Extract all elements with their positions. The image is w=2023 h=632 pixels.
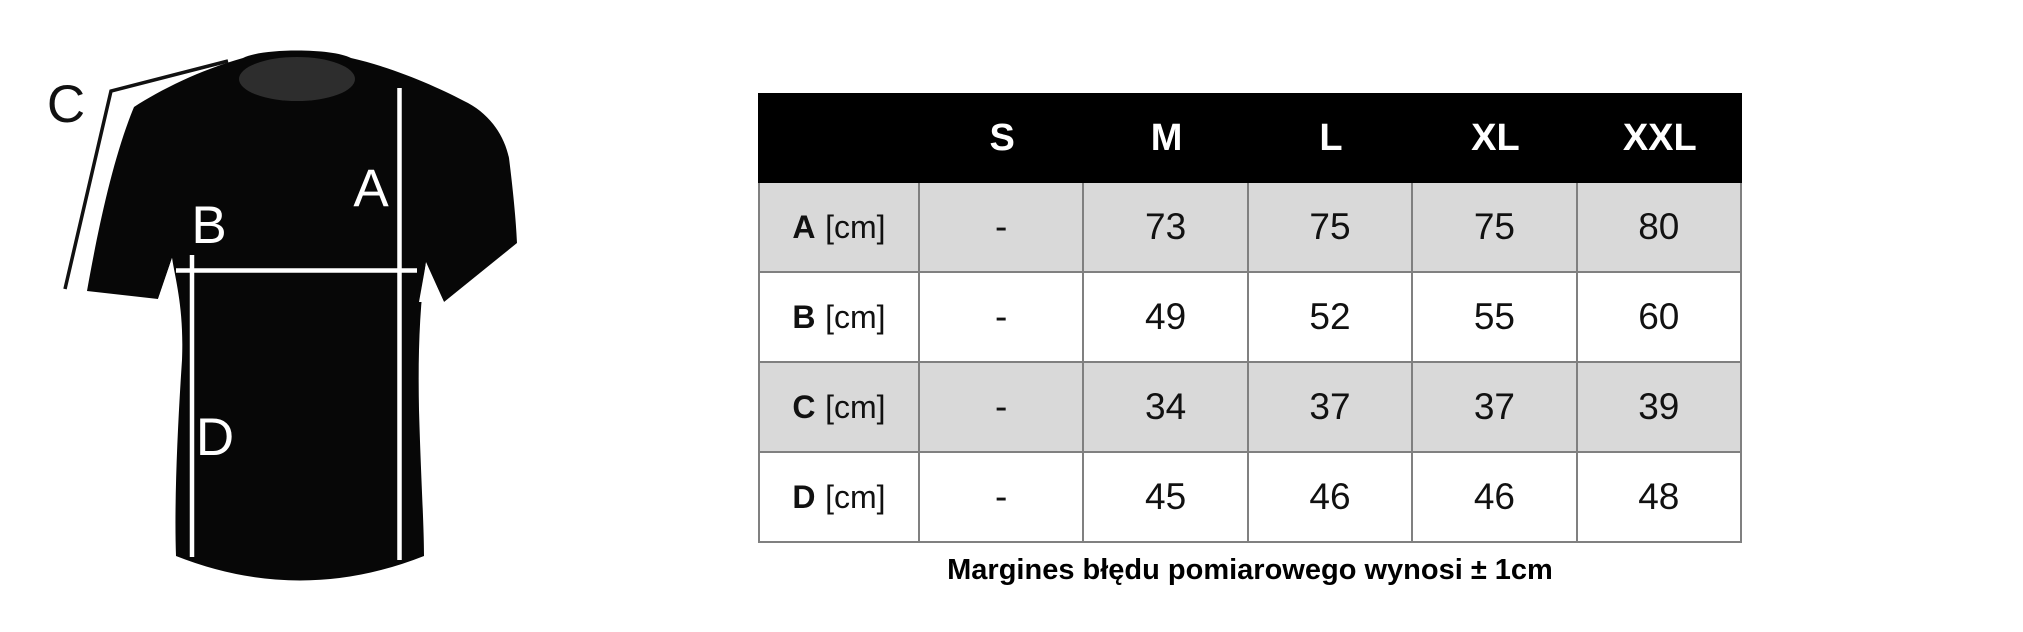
size-header-l: L: [1248, 93, 1414, 183]
cell-a-m: 73: [1084, 183, 1249, 273]
size-header-xl: XL: [1413, 93, 1578, 183]
row-label-b: B [cm]: [758, 273, 920, 363]
measure-letter-d: D: [792, 478, 816, 515]
row-label-c: C [cm]: [758, 363, 920, 453]
cell-b-s: -: [920, 273, 1085, 363]
right-armpit-gap: [419, 263, 444, 302]
collar: [239, 57, 355, 101]
size-header-m: M: [1084, 93, 1249, 183]
cell-d-s: -: [920, 453, 1085, 543]
unit-label: [cm]: [825, 298, 886, 335]
cell-d-m: 45: [1084, 453, 1249, 543]
cell-d-l: 46: [1248, 453, 1414, 543]
cell-b-l: 52: [1248, 273, 1414, 363]
size-table: S M L XL XXL A [cm] - 73 75 75 80 B [cm]…: [758, 93, 1742, 543]
cell-a-xxl: 80: [1577, 183, 1742, 273]
cell-b-xxl: 60: [1577, 273, 1742, 363]
unit-label: [cm]: [825, 388, 886, 425]
cell-c-l: 37: [1248, 363, 1414, 453]
cell-a-xl: 75: [1413, 183, 1578, 273]
measure-letter-a: A: [792, 208, 816, 245]
cell-a-s: -: [920, 183, 1085, 273]
unit-label: [cm]: [825, 478, 886, 515]
measure-letter-b: B: [792, 298, 816, 335]
measure-letter-c: C: [792, 388, 816, 425]
size-header-s: S: [920, 93, 1085, 183]
unit-label: [cm]: [825, 208, 886, 245]
left-armpit-gap: [158, 258, 177, 309]
measurement-error-caption: Margines błędu pomiarowego wynosi ± 1cm: [947, 554, 1553, 586]
measurement-bracket-c: [63, 59, 229, 290]
cell-d-xxl: 48: [1577, 453, 1742, 543]
tshirt-silhouette: [87, 50, 517, 581]
cell-c-s: -: [920, 363, 1085, 453]
cell-c-xxl: 39: [1577, 363, 1742, 453]
cell-b-xl: 55: [1413, 273, 1578, 363]
size-header-xxl: XXL: [1577, 93, 1742, 183]
cell-d-xl: 46: [1413, 453, 1578, 543]
row-label-a: A [cm]: [758, 183, 920, 273]
cell-b-m: 49: [1084, 273, 1249, 363]
cell-c-m: 34: [1084, 363, 1249, 453]
diagram-label-d: D: [196, 408, 234, 467]
row-label-d: D [cm]: [758, 453, 920, 543]
cell-c-xl: 37: [1413, 363, 1578, 453]
tshirt-measurement-diagram: C A B D: [47, 50, 517, 581]
diagram-label-a: A: [353, 159, 389, 218]
size-table-corner-cell: [758, 93, 920, 183]
diagram-label-b: B: [191, 196, 226, 255]
diagram-label-c: C: [47, 75, 85, 134]
cell-a-l: 75: [1248, 183, 1414, 273]
